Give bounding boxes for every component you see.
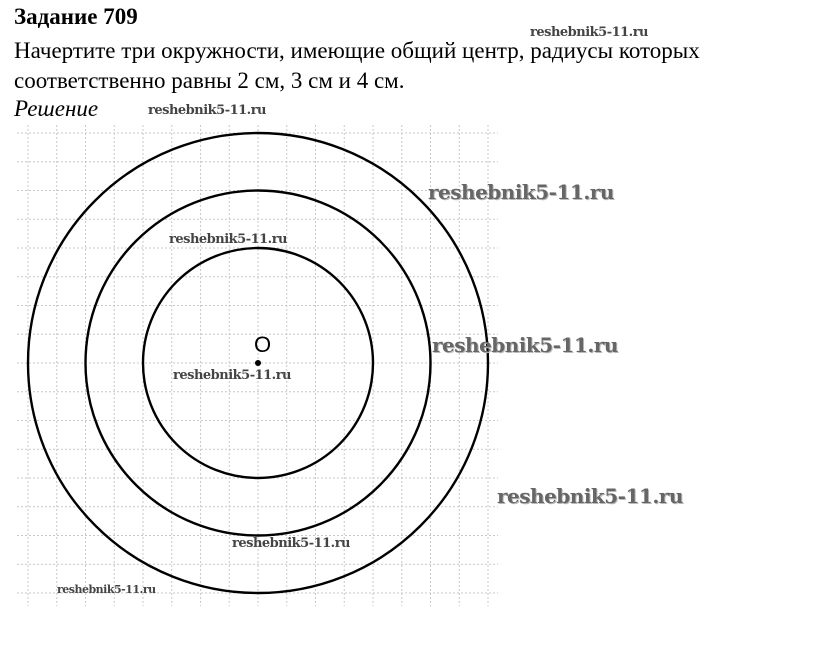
watermark: reshebnik5-11.ru <box>432 333 618 357</box>
watermark: reshebnik5-11.ru <box>173 368 292 383</box>
task-heading: Задание 709 <box>14 4 138 29</box>
center-point <box>255 360 261 366</box>
watermark: reshebnik5-11.ru <box>148 103 267 118</box>
watermark: reshebnik5-11.ru <box>169 232 288 247</box>
watermark: reshebnik5-11.ru <box>57 583 156 596</box>
circle-r2cm <box>141 246 375 480</box>
circles <box>26 131 490 595</box>
center-label: O <box>254 332 271 357</box>
watermark: reshebnik5-11.ru <box>497 484 683 508</box>
watermark: reshebnik5-11.ru <box>428 180 614 204</box>
solution-label: Решение <box>14 96 99 121</box>
watermark: reshebnik5-11.ru <box>232 536 351 551</box>
circle-r3cm <box>84 189 432 537</box>
watermark: reshebnik5-11.ru <box>530 25 649 40</box>
circle-r4cm <box>26 131 490 595</box>
task-text: Начертите три окружности, имеющие общий … <box>14 38 700 93</box>
